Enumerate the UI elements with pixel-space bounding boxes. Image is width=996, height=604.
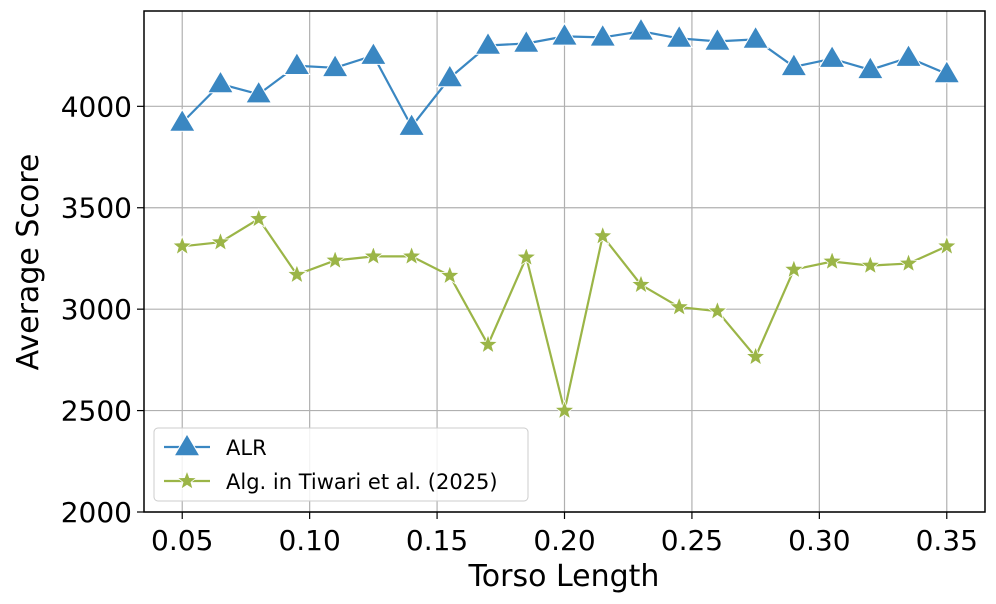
data-point [439,264,461,285]
data-point [283,51,311,75]
data-point [245,80,273,104]
data-point [665,24,693,48]
data-point [512,29,540,53]
x-tick-label: 0.10 [278,524,340,557]
legend-box [153,427,529,502]
data-point [206,70,235,94]
data-point [397,112,426,136]
axis-ticks: 0.05 0.10 0.15 0.20 0.25 0.30 0.35 2000 2500 3000… [61,90,978,557]
series-layer [168,17,961,420]
data-point [359,41,387,65]
data-point [783,258,805,279]
data-point [209,231,232,252]
data-point [933,59,961,84]
series-2 [171,207,958,420]
data-point [515,246,537,267]
data-point [742,25,770,49]
data-point [859,254,881,275]
data-point [168,108,196,132]
x-tick-label: 0.30 [788,524,850,557]
data-point [362,245,384,266]
legend-entry: ALR [164,433,267,460]
legend-label: Alg. in Tiwari et al. (2025) [226,470,498,494]
data-point [897,252,920,273]
data-point [592,224,614,246]
data-point [553,399,576,420]
x-tick-label: 0.35 [916,524,978,557]
data-point [324,249,346,270]
y-axis-title: Average Score [11,154,46,371]
x-tick-label: 0.25 [661,524,723,557]
data-point [936,235,958,256]
data-point [550,22,579,46]
legend-entry: Alg. in Tiwari et al. (2025) [164,469,498,494]
y-tick-label: 3500 [61,192,132,225]
data-point [589,23,617,47]
data-point [780,52,808,77]
data-point [436,64,464,88]
y-tick-label: 3000 [61,293,132,326]
legend: ALR Alg. in Tiwari et al. (2025) [153,427,529,502]
data-point [474,31,502,55]
data-point [818,44,846,68]
data-point [627,17,655,41]
data-point [286,263,308,284]
legend-marker [173,433,201,457]
data-point [856,55,884,80]
y-tick-label: 2500 [61,395,132,428]
data-point [630,273,652,294]
y-tick-label: 4000 [61,90,132,123]
data-point [477,333,499,354]
x-tick-label: 0.20 [533,524,595,557]
data-point [745,345,767,366]
data-point [321,53,349,78]
data-point [171,235,193,256]
data-point [821,250,843,271]
y-tick-label: 2000 [61,496,132,529]
data-point [248,207,270,228]
legend-label: ALR [226,436,267,460]
legend-entries: ALR Alg. in Tiwari et al. (2025) [164,433,498,494]
series-1 [168,17,961,136]
data-point [401,245,423,266]
data-point [668,295,690,317]
data-point [703,27,732,51]
x-tick-label: 0.05 [151,524,213,557]
data-point [706,300,728,321]
legend-marker [176,469,198,491]
x-axis-title: Torso Length [468,559,660,594]
x-tick-label: 0.15 [406,524,468,557]
data-point [894,43,923,67]
